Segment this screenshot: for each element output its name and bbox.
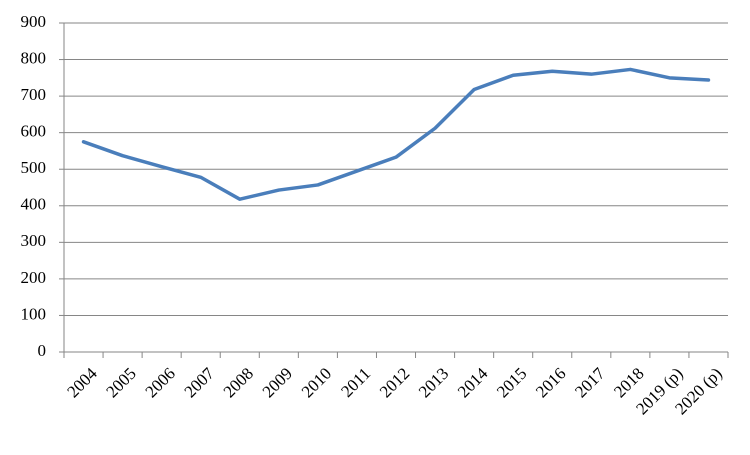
x-tick-label: 2009 xyxy=(259,364,296,401)
x-tick-label: 2012 xyxy=(376,364,413,401)
y-tick-label: 400 xyxy=(21,195,47,214)
x-tick-label: 2005 xyxy=(102,364,139,401)
y-tick-label: 800 xyxy=(21,48,47,67)
y-tick-label: 100 xyxy=(21,304,47,323)
x-tick-label: 2015 xyxy=(493,364,530,401)
x-tick-label: 2017 xyxy=(571,364,609,402)
x-tick-label: 2004 xyxy=(63,364,101,402)
x-tick-label: 2016 xyxy=(532,364,569,401)
y-tick-label: 500 xyxy=(21,158,47,177)
x-tick-label: 2006 xyxy=(141,364,178,401)
x-tick-label: 2008 xyxy=(220,364,257,401)
y-tick-label: 900 xyxy=(21,12,47,31)
y-tick-label: 600 xyxy=(21,122,47,141)
y-tick-label: 0 xyxy=(38,341,47,360)
x-tick-label: 2007 xyxy=(181,364,219,402)
x-tick-label: 2014 xyxy=(454,364,492,402)
x-tick-label: 2013 xyxy=(415,364,452,401)
x-tick-label: 2011 xyxy=(337,364,374,401)
data-line xyxy=(81,67,711,201)
y-tick-label: 700 xyxy=(21,85,47,104)
x-tick-label: 2010 xyxy=(298,364,335,401)
y-tick-label: 300 xyxy=(21,231,47,250)
y-tick-label: 200 xyxy=(21,268,47,287)
